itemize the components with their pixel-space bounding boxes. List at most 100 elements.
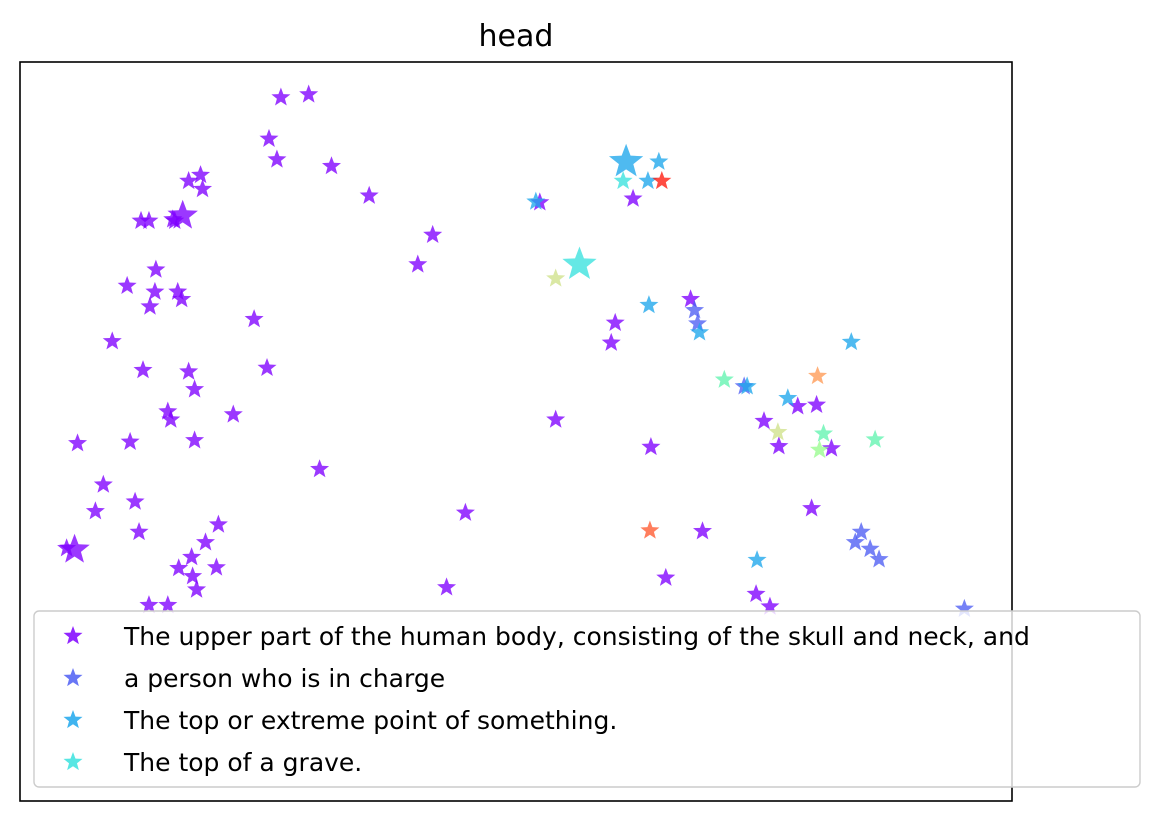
data-point: [169, 558, 189, 577]
legend-marker: [63, 626, 83, 645]
data-point: [656, 567, 676, 586]
data-point: [455, 502, 475, 521]
data-point: [139, 595, 159, 614]
data-point: [788, 396, 808, 415]
data-point: [93, 474, 113, 493]
data-point: [778, 388, 798, 407]
chart-title: head: [479, 19, 554, 54]
data-point: [68, 433, 88, 452]
data-point: [802, 498, 822, 517]
data-point: [165, 210, 185, 229]
data-point: [640, 520, 660, 539]
data-point: [623, 188, 643, 207]
data-point: [267, 149, 287, 168]
data-point: [437, 577, 457, 596]
legend-item: The top of a grave.: [63, 748, 362, 777]
data-point: [652, 170, 672, 190]
data-point: [851, 522, 871, 541]
data-point: [737, 376, 757, 395]
data-point: [185, 430, 205, 449]
data-point: [869, 549, 889, 568]
data-point: [865, 429, 885, 448]
data-point: [195, 532, 216, 551]
legend-label: The top or extreme point of something.: [123, 706, 617, 735]
data-point: [179, 361, 199, 380]
data-point: [608, 143, 644, 177]
data-point: [760, 596, 780, 615]
data-point: [172, 289, 192, 308]
data-point: [133, 360, 153, 379]
data-point: [821, 438, 841, 457]
legend-item: The upper part of the human body, consis…: [63, 622, 1030, 651]
data-point: [814, 423, 834, 442]
legend-box: [33, 610, 1141, 788]
legend-marker: [63, 752, 83, 771]
data-point: [125, 491, 145, 510]
data-point: [208, 514, 228, 533]
data-point: [182, 547, 202, 566]
data-point: [259, 128, 279, 147]
data-point: [310, 459, 330, 478]
data-point: [613, 170, 633, 190]
data-point: [649, 151, 669, 170]
data-point: [158, 595, 178, 614]
data-point: [638, 170, 658, 190]
data-point: [131, 210, 151, 229]
data-point: [117, 275, 137, 295]
data-point: [807, 394, 827, 413]
data-point: [187, 579, 207, 598]
data-point: [526, 191, 546, 210]
data-point: [423, 224, 443, 244]
legend-marker: [63, 710, 83, 729]
data-point: [85, 501, 105, 520]
data-point: [841, 332, 861, 351]
data-point: [145, 281, 165, 300]
data-point: [183, 566, 203, 585]
data-point: [754, 411, 774, 430]
data-point: [546, 268, 566, 287]
data-point: [769, 436, 789, 455]
data-point: [158, 401, 178, 420]
data-point: [845, 532, 865, 551]
data-point: [605, 312, 625, 331]
data-point: [810, 439, 830, 459]
data-point: [102, 331, 122, 350]
data-point: [168, 281, 188, 300]
data-point: [146, 259, 166, 278]
data-point: [120, 431, 140, 450]
data-point: [639, 295, 659, 314]
data-point: [179, 170, 199, 190]
data-point: [690, 322, 710, 341]
data-point: [139, 210, 159, 229]
data-point: [688, 313, 708, 332]
data-point: [57, 538, 77, 557]
data-point: [271, 87, 291, 106]
data-point: [546, 409, 566, 428]
data-point: [954, 598, 974, 617]
legend: The upper part of the human body, consis…: [33, 610, 1141, 788]
legend-marker: [63, 668, 83, 687]
data-point: [191, 165, 211, 184]
data-point: [408, 254, 428, 273]
data-point: [860, 539, 880, 558]
legend-label: The top of a grave.: [123, 748, 362, 777]
data-point: [808, 366, 828, 385]
data-point: [129, 522, 149, 541]
data-point: [299, 84, 319, 103]
data-points: [57, 84, 974, 617]
data-point: [601, 332, 621, 351]
data-point: [714, 369, 734, 388]
legend-label: The upper part of the human body, consis…: [123, 622, 1030, 651]
data-point: [692, 521, 713, 540]
data-point: [685, 300, 705, 319]
data-point: [167, 199, 198, 229]
data-point: [206, 557, 226, 576]
data-point: [359, 185, 379, 204]
plot-frame: [19, 61, 1013, 802]
data-point: [641, 437, 661, 456]
data-point: [768, 422, 788, 441]
data-point: [193, 179, 213, 198]
data-point: [562, 246, 597, 280]
data-point: [746, 584, 766, 603]
